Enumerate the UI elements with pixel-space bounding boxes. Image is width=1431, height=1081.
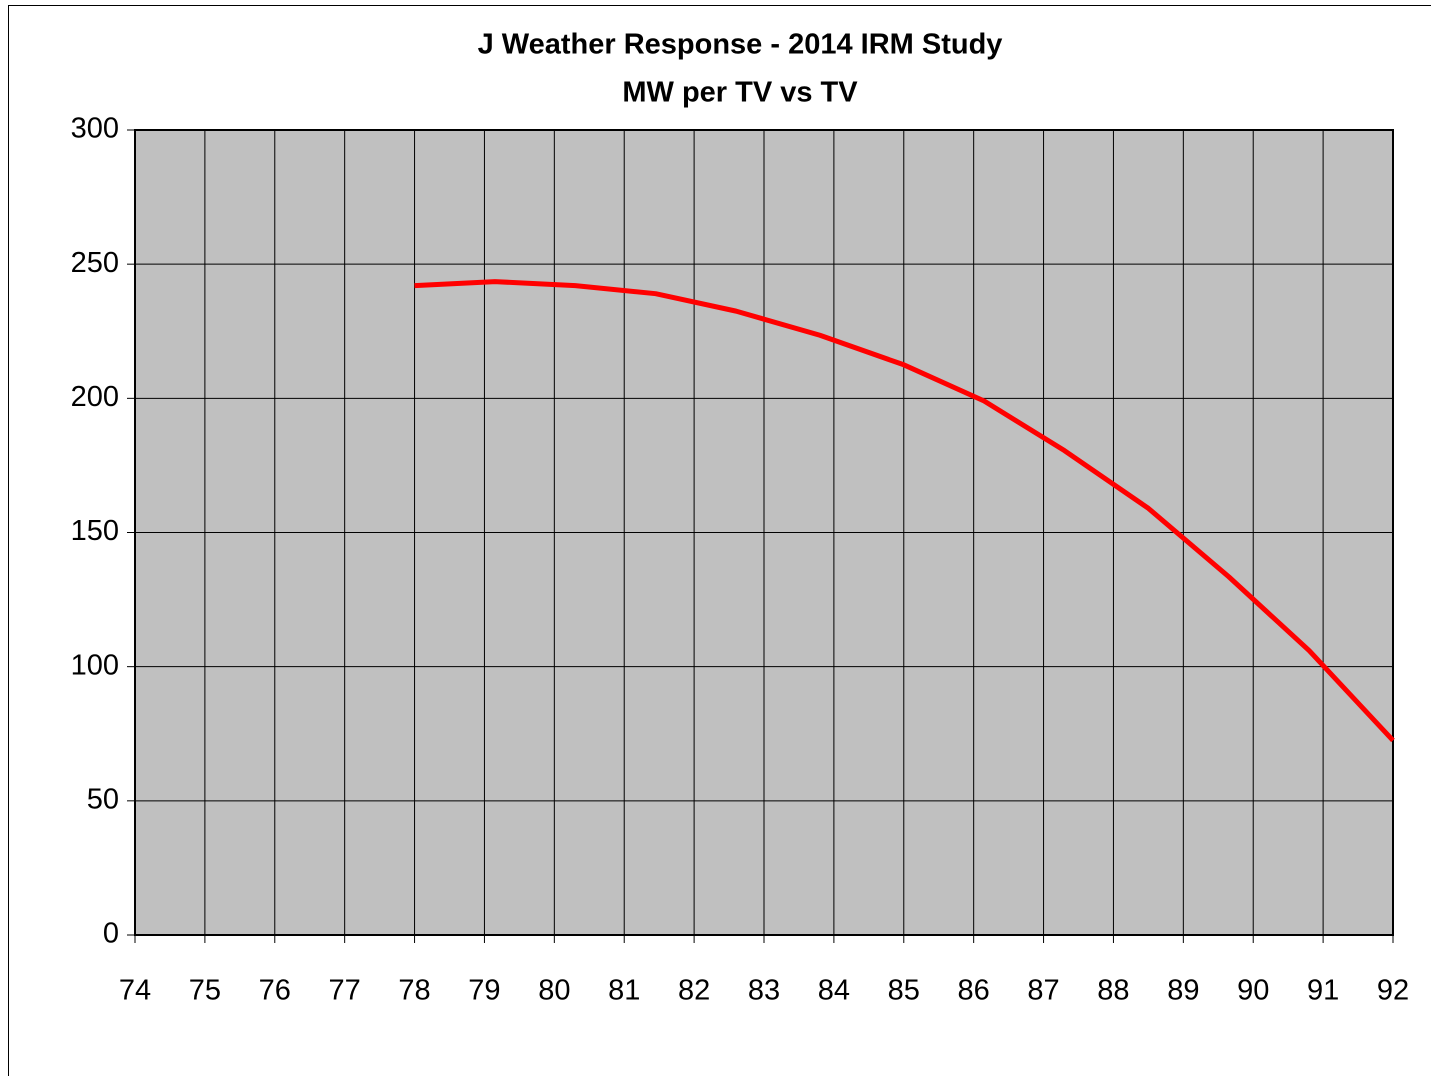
y-tick-label: 150 xyxy=(71,515,119,547)
y-tick-label: 300 xyxy=(71,113,119,145)
x-tick-label: 89 xyxy=(1167,975,1199,1007)
chart-subtitle: MW per TV vs TV xyxy=(622,77,858,109)
x-tick-label: 90 xyxy=(1237,975,1269,1007)
x-tick-label: 81 xyxy=(608,975,640,1007)
x-tick-label: 75 xyxy=(189,975,221,1007)
x-tick-label: 80 xyxy=(538,975,570,1007)
x-tick-label: 85 xyxy=(888,975,920,1007)
y-tick-label: 0 xyxy=(103,918,119,950)
y-tick-label: 250 xyxy=(71,247,119,279)
x-tick-label: 74 xyxy=(119,975,151,1007)
x-tick-label: 77 xyxy=(329,975,361,1007)
y-tick-label: 50 xyxy=(87,783,119,815)
x-tick-label: 88 xyxy=(1097,975,1129,1007)
x-tick-label: 76 xyxy=(259,975,291,1007)
y-tick-label: 200 xyxy=(71,381,119,413)
x-tick-label: 92 xyxy=(1377,975,1409,1007)
x-tick-label: 78 xyxy=(398,975,430,1007)
y-tick-label: 100 xyxy=(71,649,119,681)
x-tick-label: 87 xyxy=(1027,975,1059,1007)
x-tick-label: 82 xyxy=(678,975,710,1007)
x-tick-label: 79 xyxy=(468,975,500,1007)
x-tick-label: 83 xyxy=(748,975,780,1007)
chart-title: J Weather Response - 2014 IRM Study xyxy=(478,29,1003,61)
x-tick-label: 84 xyxy=(818,975,850,1007)
x-tick-label: 91 xyxy=(1307,975,1339,1007)
x-tick-label: 86 xyxy=(958,975,990,1007)
